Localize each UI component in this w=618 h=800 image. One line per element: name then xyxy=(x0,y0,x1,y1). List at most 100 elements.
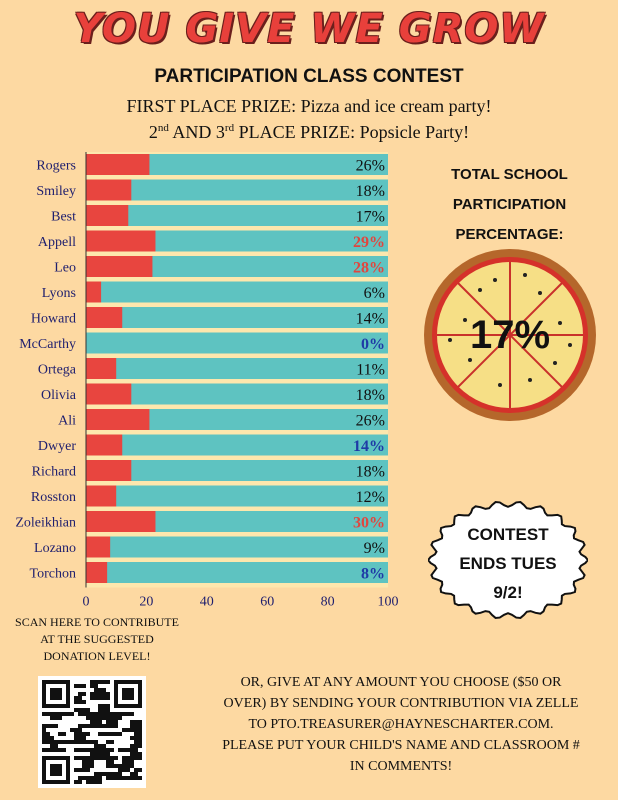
bar-progress xyxy=(86,383,132,405)
category-label: Ortega xyxy=(38,363,77,378)
bar-remaining xyxy=(86,460,388,481)
category-label: Smiley xyxy=(36,184,76,199)
total-participation-label: TOTAL SCHOOL PARTICIPATION PERCENTAGE: xyxy=(422,160,597,250)
pizza-pepper-dots xyxy=(448,273,572,387)
category-label: Best xyxy=(51,210,76,225)
bar-remaining xyxy=(86,511,388,532)
data-label: 26% xyxy=(356,413,385,430)
bar-progress xyxy=(86,307,123,328)
x-tick-label: 80 xyxy=(321,595,335,609)
bar-remaining xyxy=(86,281,388,303)
category-label: Rogers xyxy=(36,159,76,174)
bar-remaining xyxy=(86,358,388,379)
bar-remaining xyxy=(86,154,388,175)
x-tick-label: 20 xyxy=(139,595,153,609)
category-label: Appell xyxy=(38,235,76,250)
scan-instructions: SCAN HERE TO CONTRIBUTE AT THE SUGGESTED… xyxy=(15,615,179,663)
donation-qr-code[interactable] xyxy=(38,676,146,788)
total-label-line-2: PARTICIPATION xyxy=(452,196,567,213)
data-label: 29% xyxy=(353,234,385,251)
bar-progress xyxy=(86,230,156,252)
bar-progress xyxy=(86,485,117,507)
bar-progress xyxy=(86,205,129,226)
data-label: 30% xyxy=(353,515,385,532)
category-label: McCarthy xyxy=(19,337,76,352)
category-label: Torchon xyxy=(30,567,76,582)
category-label: Leo xyxy=(54,261,76,276)
category-label: Zoleikhian xyxy=(15,516,76,531)
give-line-4: PLEASE PUT YOUR CHILD'S NAME AND CLASSRO… xyxy=(222,738,580,753)
bar-progress xyxy=(86,179,132,201)
bar-remaining xyxy=(86,307,388,328)
data-label: 18% xyxy=(356,464,385,481)
bar-remaining xyxy=(86,536,388,558)
second-prize-ordinal-2: rd xyxy=(224,122,235,134)
total-percentage-value: 17% xyxy=(470,313,550,357)
bar-remaining xyxy=(86,434,388,456)
bar-progress xyxy=(86,536,111,558)
bar-remaining xyxy=(86,179,388,201)
alternate-giving-instructions: OR, GIVE AT ANY AMOUNT YOU CHOOSE ($50 O… xyxy=(196,672,606,777)
badge-line-1: CONTEST xyxy=(467,525,549,544)
data-label: 17% xyxy=(356,209,385,226)
bar-remaining xyxy=(86,562,388,583)
bar-progress xyxy=(86,409,150,430)
data-label: 11% xyxy=(356,362,385,379)
bar-progress xyxy=(86,256,153,277)
bar-remaining xyxy=(86,485,388,507)
data-label: 26% xyxy=(356,158,385,175)
bar-remaining xyxy=(86,409,388,430)
give-line-1: OR, GIVE AT ANY AMOUNT YOU CHOOSE ($50 O… xyxy=(240,675,562,690)
category-label: Dwyer xyxy=(38,439,76,454)
bar-remaining xyxy=(86,230,388,252)
bar-progress xyxy=(86,562,108,583)
contest-end-badge: CONTEST ENDS TUES 9/2! xyxy=(428,501,588,619)
category-label: Ali xyxy=(58,414,76,429)
bar-remaining xyxy=(86,256,388,277)
bar-remaining xyxy=(86,205,388,226)
data-label: 28% xyxy=(353,260,385,277)
category-label: Lozano xyxy=(34,541,76,556)
pizza-graphic: 17% xyxy=(424,249,596,421)
give-line-2: OVER) BY SENDING YOUR CONTRIBUTION VIA Z… xyxy=(223,696,579,711)
category-label: Olivia xyxy=(41,388,77,403)
bar-progress xyxy=(86,281,102,303)
second-prize-text: 2nd AND 3rd PLACE PRIZE: Popsicle Party! xyxy=(0,122,618,143)
poster-title: YOU GIVE WE GROW xyxy=(73,6,545,52)
give-line-3: TO PTO.TREASURER@HAYNESCHARTER.COM. xyxy=(248,717,554,732)
category-label: Lyons xyxy=(42,286,76,301)
x-tick-label: 60 xyxy=(260,595,274,609)
pizza-slice-cuts xyxy=(437,262,583,408)
second-prize-tail: PLACE PRIZE: Popsicle Party! xyxy=(234,122,470,142)
x-tick-label: 40 xyxy=(200,595,214,609)
data-label: 14% xyxy=(353,438,385,455)
second-prize-mid: AND 3 xyxy=(168,122,225,142)
x-tick-label: 0 xyxy=(83,595,90,609)
total-label-line-3: PERCENTAGE: xyxy=(455,226,564,243)
bar-progress xyxy=(86,511,156,532)
badge-scalloped-shape xyxy=(428,501,588,619)
contest-subtitle: PARTICIPATION CLASS CONTEST xyxy=(154,66,464,87)
bar-progress xyxy=(86,358,117,379)
badge-line-3: 9/2! xyxy=(493,583,522,602)
participation-bar-chart: Rogers 26% Smiley 18% Best 17% Appell 29% Leo 28%… xyxy=(15,152,399,609)
first-prize-text: FIRST PLACE PRIZE: Pizza and ice cream p… xyxy=(126,96,492,116)
x-tick-label: 100 xyxy=(378,595,399,609)
data-label: 18% xyxy=(356,387,385,404)
category-label: Howard xyxy=(31,312,76,327)
data-label: 18% xyxy=(356,183,385,200)
data-label: 9% xyxy=(364,540,385,557)
category-label: Rosston xyxy=(31,490,76,505)
category-label: Richard xyxy=(32,465,76,480)
total-label-line-1: TOTAL SCHOOL xyxy=(451,166,568,183)
badge-line-2: ENDS TUES xyxy=(459,554,556,573)
bar-progress xyxy=(86,154,150,175)
data-label: 6% xyxy=(364,285,385,302)
data-label: 14% xyxy=(356,311,385,328)
bar-progress xyxy=(86,460,132,481)
bar-remaining xyxy=(86,383,388,405)
data-label: 0% xyxy=(361,336,385,353)
bar-progress xyxy=(86,434,123,456)
bar-remaining xyxy=(86,332,388,354)
data-label: 12% xyxy=(356,489,385,506)
